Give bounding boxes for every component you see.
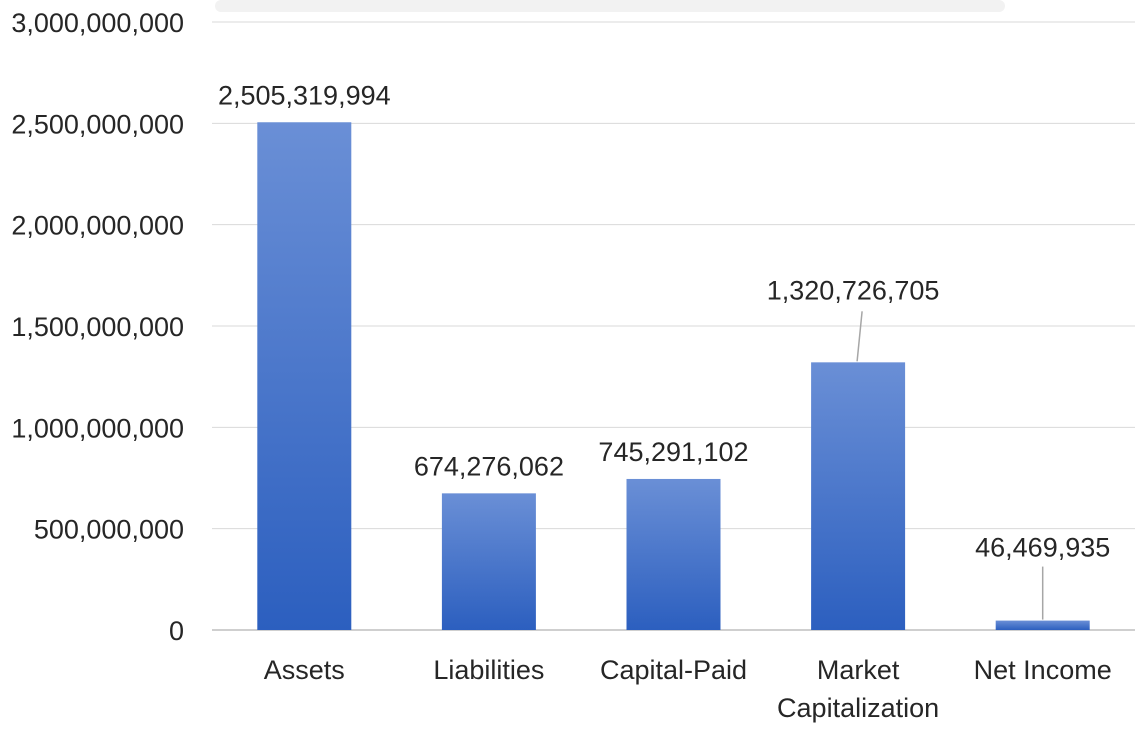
- data-label: 1,320,726,705: [767, 275, 940, 305]
- x-category-label: Liabilities: [433, 655, 544, 685]
- y-tick-label: 2,000,000,000: [11, 211, 184, 241]
- data-label: 46,469,935: [975, 533, 1110, 563]
- y-tick-label: 3,000,000,000: [11, 8, 184, 38]
- y-tick-label: 1,000,000,000: [11, 413, 184, 443]
- x-category-label: Market: [817, 655, 900, 685]
- x-category-label: Net Income: [974, 655, 1112, 685]
- y-tick-label: 2,500,000,000: [11, 109, 184, 139]
- x-category-label: Capitalization: [777, 693, 939, 723]
- data-labels: 2,505,319,994 674,276,062 745,291,102 1,320…: [218, 80, 1110, 562]
- leader-line: [856, 311, 863, 362]
- data-label: 674,276,062: [414, 451, 564, 481]
- y-tick-label: 0: [169, 616, 184, 646]
- x-category-label: Capital-Paid: [600, 655, 747, 685]
- data-label: 2,505,319,994: [218, 80, 391, 110]
- bar-net-income: [995, 620, 1090, 630]
- chart-title-area: [215, 0, 1005, 12]
- y-tick-label: 500,000,000: [34, 515, 184, 545]
- bars: [257, 122, 1090, 630]
- gridlines: [212, 21, 1135, 631]
- data-label: 745,291,102: [598, 437, 748, 467]
- bar-assets: [257, 122, 352, 630]
- x-axis-category-labels: Assets Liabilities Capital-Paid Market Capit…: [264, 655, 1112, 723]
- y-axis-tick-labels: 0 500,000,000 1,000,000,000 1,500,000,000 2,…: [11, 8, 184, 646]
- bar-liabilities: [441, 493, 536, 630]
- bar-market-capitalization: [811, 362, 906, 630]
- leader-lines: [856, 311, 1044, 620]
- bar-capital-paid: [626, 478, 721, 630]
- y-tick-label: 1,500,000,000: [11, 312, 184, 342]
- x-category-label: Assets: [264, 655, 345, 685]
